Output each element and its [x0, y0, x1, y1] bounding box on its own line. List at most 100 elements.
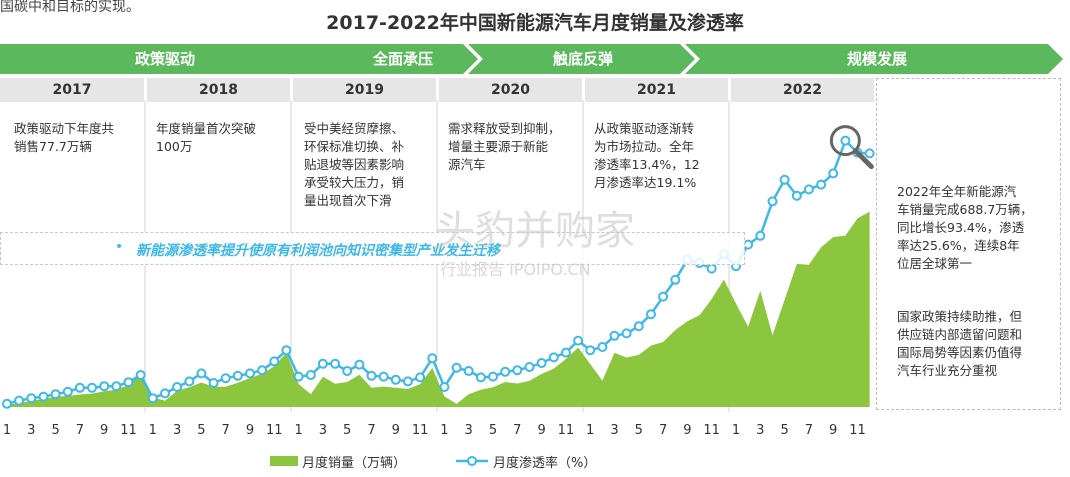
- penetration-point: [135, 370, 146, 380]
- year-header-2020: 2020: [439, 78, 582, 102]
- year-2018-note: 年度销量首次突破 100万: [156, 121, 257, 154]
- top-text-snippet: 国碳中和目标的实现。: [0, 0, 140, 15]
- x-tick-label: 11: [557, 423, 575, 438]
- penetration-point: [816, 179, 827, 190]
- x-tick-label: 3: [318, 423, 328, 438]
- penetration-point: [26, 393, 37, 404]
- phase-arrow-1: [0, 44, 360, 74]
- penetration-point: [500, 366, 511, 377]
- legend-area-swatch: [270, 456, 298, 466]
- year-header-2018: 2018: [147, 78, 290, 102]
- x-tick-label: 1: [731, 423, 741, 438]
- penetration-point: [658, 291, 669, 302]
- penetration-point: [791, 190, 802, 201]
- penetration-point: [123, 377, 134, 388]
- penetration-point: [342, 366, 353, 376]
- penetration-point: [548, 352, 559, 363]
- penetration-point: [196, 368, 207, 379]
- x-tick-label: 7: [513, 423, 522, 438]
- penetration-point: [512, 365, 523, 376]
- legend-line-swatch: [456, 456, 488, 466]
- penetration-point: [62, 386, 73, 397]
- penetration-point: [257, 365, 268, 376]
- penetration-point: [560, 347, 571, 358]
- phase-label-3: 触底反弹: [553, 50, 613, 68]
- penetration-point: [354, 359, 365, 370]
- penetration-point: [573, 335, 584, 346]
- x-tick-label: 5: [634, 423, 643, 438]
- side-note-policy: 国家政策持续助推，但 供应链内部遗留问题和 国际局势等因素仍值得 汽车行业充分重…: [897, 309, 1023, 378]
- penetration-point: [281, 345, 292, 356]
- penetration-point: [111, 381, 122, 392]
- x-tick-label: 9: [537, 423, 546, 438]
- penetration-point: [402, 376, 413, 387]
- penetration-point: [828, 168, 839, 179]
- penetration-point: [269, 356, 280, 367]
- penetration-point: [488, 371, 498, 382]
- year-header-2017: 2017: [0, 78, 144, 102]
- magnifier-handle: [852, 148, 874, 170]
- penetration-point: [317, 358, 328, 369]
- x-tick-label: 7: [221, 423, 230, 438]
- x-tick-label: 9: [829, 423, 838, 438]
- x-tick-label: 1: [440, 423, 449, 438]
- x-tick-label: 1: [586, 423, 595, 438]
- x-tick-label: 9: [683, 423, 692, 438]
- penetration-point: [524, 362, 535, 372]
- year-2021-note: 从政策驱动逐渐转 为市场拉动。全年 渗透率13.4%，12 月渗透率达19.1%: [594, 121, 700, 190]
- phase-arrow-3: [468, 44, 695, 74]
- phase-label-4: 规模发展: [847, 50, 907, 68]
- x-tick-label: 9: [100, 423, 109, 438]
- x-tick-label: 1: [148, 423, 157, 438]
- x-tick-label: 9: [391, 423, 400, 438]
- penetration-point: [864, 148, 875, 159]
- penetration-point: [208, 378, 219, 388]
- x-tick-label: 5: [488, 423, 498, 438]
- penetration-point: [755, 230, 766, 241]
- penetration-point: [670, 274, 681, 285]
- penetration-point: [220, 373, 231, 384]
- penetration-point: [366, 370, 377, 381]
- sales-area-series: [7, 211, 870, 407]
- penetration-point: [706, 263, 717, 274]
- year-2020-note: 需求释放受到抑制， 增量主要源于新能 源汽车: [448, 121, 561, 172]
- right-notes-panel: [876, 78, 1061, 410]
- penetration-point: [147, 393, 158, 404]
- x-tick-label: 5: [343, 423, 352, 438]
- x-tick-label: 9: [245, 423, 255, 438]
- penetration-point: [633, 321, 644, 332]
- year-header-2021: 2021: [585, 78, 728, 102]
- penetration-point: [172, 382, 183, 392]
- penetration-point: [38, 391, 49, 402]
- year-header-2022: 2022: [731, 78, 874, 102]
- x-tick-label: 7: [367, 423, 376, 438]
- penetration-point: [597, 342, 608, 352]
- penetration-point: [463, 366, 474, 376]
- penetration-point: [87, 382, 97, 393]
- penetration-point: [585, 345, 596, 356]
- year-2017-note: 政策驱动下年度共 销售77.7万辆: [14, 121, 115, 154]
- penetration-point: [99, 381, 110, 392]
- phase-arrows: 政策驱动 全面承压 触底反弹 规模发展: [0, 44, 1063, 74]
- penetration-point: [609, 330, 620, 341]
- penetration-point: [14, 395, 25, 406]
- sales-area: [7, 211, 870, 407]
- penetration-point: [415, 372, 426, 383]
- phase-arrow-4: [685, 44, 1063, 74]
- phase-label-2: 全面承压: [372, 50, 433, 68]
- side-note-2022: 2022年全年新能源汽 车销量完成688.7万辆， 同比增长93.4%，渗透 率…: [897, 184, 1033, 271]
- x-tick-label: 3: [756, 423, 765, 438]
- penetration-point: [245, 368, 255, 379]
- x-tick-label: 3: [172, 423, 182, 438]
- penetration-point: [743, 239, 754, 250]
- penetration-point: [767, 196, 778, 207]
- magnifier-ring: [829, 125, 861, 157]
- chart-title: 2017-2022年中国新能源汽车月度销量及渗透率: [326, 12, 744, 34]
- insight-banner: [0, 232, 745, 265]
- penetration-point: [390, 374, 401, 385]
- penetration-point: [621, 328, 632, 339]
- penetration-point: [330, 358, 341, 369]
- penetration-point: [803, 184, 814, 195]
- year-header-2019: 2019: [293, 78, 436, 102]
- penetration-point: [305, 370, 316, 380]
